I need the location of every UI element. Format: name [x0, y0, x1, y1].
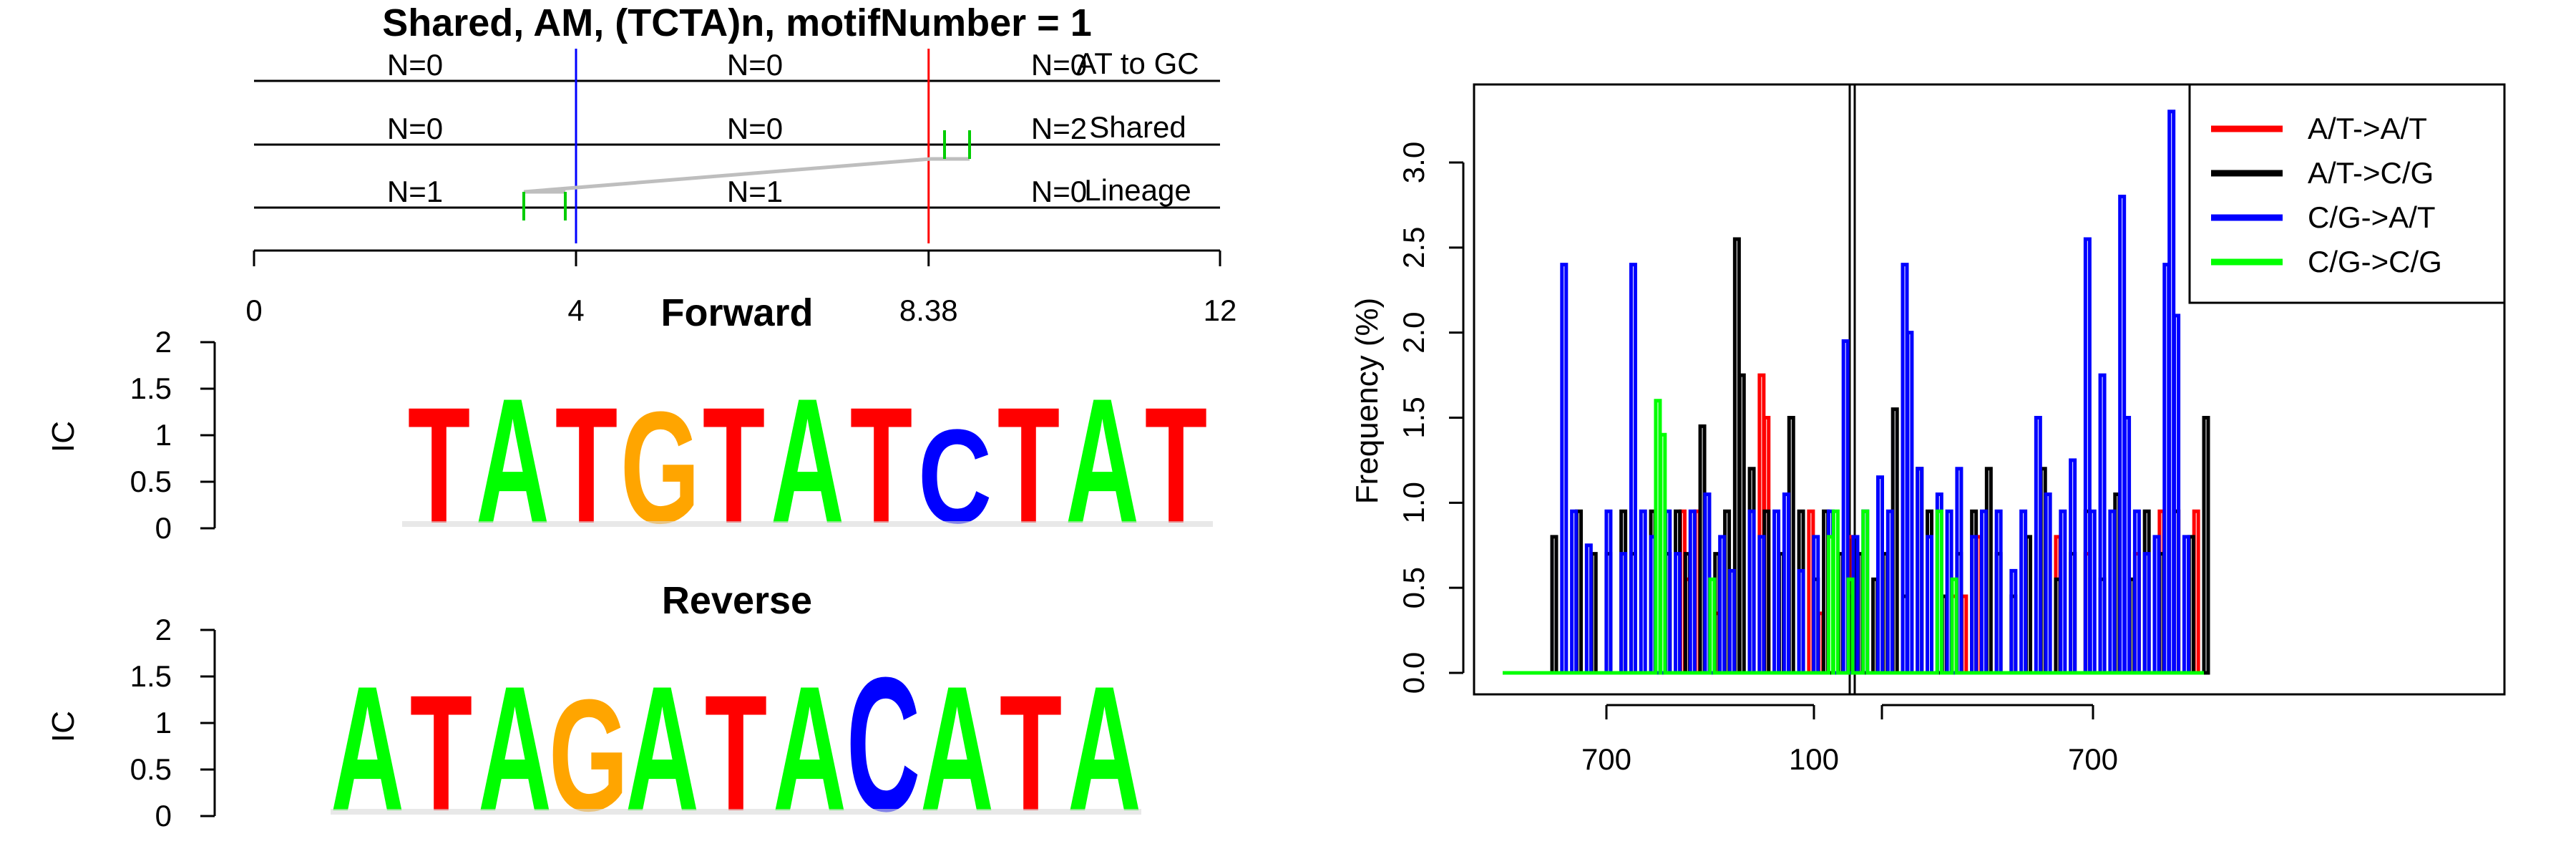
logo-letter-A: A	[773, 650, 847, 849]
tree-count-label: N=2	[1031, 112, 1087, 145]
frequency-legend: A/T->A/T A/T->C/G C/G->A/T C/G->C/G	[2188, 83, 2506, 304]
tree-row-label: Shared	[1089, 110, 1186, 144]
tree-axis-tick-label: 4	[567, 293, 584, 327]
tree-row-label: AT to GC	[1076, 47, 1199, 80]
logo-y-tick-label: 0	[155, 511, 172, 545]
frequency-x-axis: 700 100 700	[1581, 704, 2118, 776]
logo-letter-G: G	[620, 379, 700, 557]
logo-letter-T: T	[408, 373, 470, 558]
logo-letter-A: A	[771, 362, 844, 561]
logo-letter-T: T	[705, 661, 767, 846]
logo-baseline-noise	[331, 809, 1141, 815]
tree-row-label: Lineage	[1084, 173, 1191, 207]
logo-letter-C: C	[847, 638, 920, 851]
frequency-y-tick-label: 1.5	[1397, 397, 1430, 438]
logo-forward-panel: Forward IC 00.511.52T A T G T A T C T A T	[46, 291, 1213, 561]
logo-reverse-panel: Reverse IC 00.511.52A T AGA T A C A T A	[46, 579, 1141, 851]
tree-count-label: N=1	[727, 175, 783, 208]
tree-count-label: N=0	[1031, 48, 1087, 82]
legend-entry-label: C/G->C/G	[2308, 245, 2442, 278]
logo-y-tick-label: 0.5	[130, 752, 172, 786]
tree-count-label: N=0	[387, 112, 443, 145]
tree-count-label: N=0	[1031, 175, 1087, 208]
tree-axis-tick-label: 0	[245, 293, 262, 327]
frequency-y-tick-label: 2.0	[1397, 311, 1430, 353]
logo-y-tick-label: 0	[155, 799, 172, 833]
frequency-y-tick-label: 2.5	[1397, 227, 1430, 268]
tree-count-label: N=0	[387, 48, 443, 82]
tree-connector-line	[523, 157, 931, 194]
frequency-y-tick-label: 1.0	[1397, 482, 1430, 523]
frequency-series-line	[1503, 399, 2204, 675]
logo-letter-A: A	[478, 650, 552, 849]
logo-reverse-title: Reverse	[662, 579, 812, 622]
logo-letter-T: T	[703, 373, 765, 558]
frequency-x-tick-label: 700	[2068, 742, 2118, 776]
logo-letter-A: A	[625, 650, 699, 849]
logo-forward-ylabel: IC	[46, 421, 81, 452]
frequency-series	[1503, 110, 2210, 675]
logo-letter-T: T	[555, 373, 618, 558]
tree-axis-tick-label: 8.38	[899, 293, 958, 327]
frequency-y-tick-label: 0.5	[1397, 567, 1430, 608]
logo-y-tick-label: 2	[155, 325, 172, 359]
logo-y-tick-label: 0.5	[130, 465, 172, 498]
logo-y-tick-label: 2	[155, 613, 172, 646]
logo-letter-T: T	[1145, 373, 1207, 558]
frequency-panel: Frequency (%) 0.0 0.5 1.0 1.5 2.0 2.5 3.0 700 1…	[1350, 83, 2506, 776]
logo-letter-T: T	[410, 661, 472, 846]
logo-reverse-ylabel: IC	[46, 711, 81, 742]
tree-axis-tick-label: 12	[1204, 293, 1237, 327]
legend-entry-label: C/G->A/T	[2308, 200, 2436, 234]
logo-letter-G: G	[549, 666, 628, 845]
logo-y-tick-label: 1.5	[130, 659, 172, 693]
frequency-ylabel: Frequency (%)	[1350, 298, 1385, 505]
logo-y-tick-label: 1.5	[130, 372, 172, 405]
frequency-y-axis: 0.0 0.5 1.0 1.5 2.0 2.5 3.0	[1397, 142, 1465, 694]
legend-entry-label: A/T->C/G	[2308, 156, 2434, 190]
tree-markers	[522, 49, 971, 243]
frequency-y-tick-label: 0.0	[1397, 652, 1430, 694]
logo-forward-title: Forward	[660, 291, 813, 334]
tree-count-label: N=0	[727, 112, 783, 145]
legend-box	[2188, 83, 2506, 304]
logo-letter-A: A	[331, 650, 404, 849]
frequency-x-tick-label: 700	[1581, 742, 1631, 776]
logo-y-tick-label: 1	[155, 706, 172, 739]
logo-letter-C: C	[918, 402, 992, 552]
logo-letter-T: T	[997, 373, 1060, 558]
tree-title: Shared, AM, (TCTA)n, motifNumber = 1	[382, 1, 1092, 44]
tree-axis: 0 4 8.38 12	[245, 249, 1237, 327]
logo-letter-A: A	[1065, 362, 1139, 561]
logo-baseline-noise	[402, 521, 1213, 527]
logo-y-tick-label: 1	[155, 418, 172, 452]
frequency-y-tick-label: 3.0	[1397, 142, 1430, 183]
frequency-plot-box	[1473, 83, 2506, 696]
logo-letter-T: T	[1000, 661, 1062, 846]
tree-count-label: N=1	[387, 175, 443, 208]
legend-entry-label: A/T->A/T	[2308, 112, 2427, 145]
frequency-x-tick-label: 100	[1789, 742, 1839, 776]
tree-panel: Shared, AM, (TCTA)n, motifNumber = 1 N=0…	[245, 1, 1236, 327]
logo-letter-A: A	[1068, 650, 1141, 849]
logo-letter-T: T	[850, 373, 912, 558]
tree-count-label: N=0	[727, 48, 783, 82]
logo-letter-A: A	[476, 362, 550, 561]
logo-letter-A: A	[920, 650, 994, 849]
